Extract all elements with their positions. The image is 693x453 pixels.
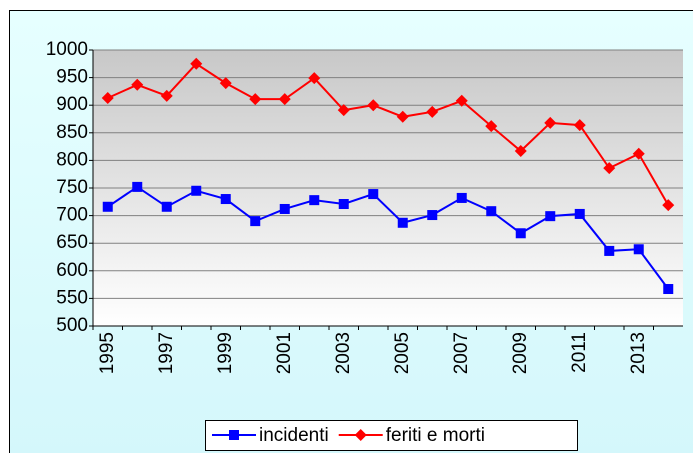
data-point xyxy=(161,201,172,212)
y-tick-label: 500 xyxy=(56,315,88,336)
data-point xyxy=(220,194,231,205)
data-point xyxy=(190,57,203,70)
x-tick-label: 1995 xyxy=(97,332,118,374)
x-tick-label: 2013 xyxy=(628,332,649,374)
x-tick-label: 2011 xyxy=(569,332,590,373)
data-point xyxy=(663,284,674,295)
data-point xyxy=(573,119,586,132)
data-point xyxy=(132,181,143,192)
x-tick-label: 2001 xyxy=(274,332,295,374)
legend-label: incidenti xyxy=(259,425,329,446)
data-point xyxy=(102,201,113,212)
x-tick-label: 1999 xyxy=(215,332,236,374)
data-point xyxy=(397,217,408,228)
data-point xyxy=(249,93,262,106)
data-point xyxy=(632,147,645,160)
data-point xyxy=(337,104,350,117)
x-tick-label: 2005 xyxy=(392,332,413,374)
data-point xyxy=(368,189,379,200)
data-point xyxy=(633,244,644,255)
y-tick-label: 600 xyxy=(56,260,88,281)
data-point xyxy=(456,192,467,203)
data-point xyxy=(338,199,349,210)
data-point xyxy=(309,195,320,206)
data-point xyxy=(396,110,409,123)
data-point xyxy=(486,206,497,217)
data-point xyxy=(250,216,261,227)
y-tick-label: 700 xyxy=(56,205,88,226)
y-tick-label: 750 xyxy=(56,177,88,198)
x-tick-label: 2007 xyxy=(451,332,472,374)
y-tick-label: 850 xyxy=(56,122,88,143)
data-point xyxy=(160,89,173,102)
legend xyxy=(205,420,578,451)
data-point xyxy=(131,78,144,91)
data-point xyxy=(662,199,675,212)
data-point xyxy=(279,203,290,214)
data-point xyxy=(367,99,380,112)
data-point xyxy=(603,162,616,175)
y-tick-label: 950 xyxy=(56,67,88,88)
data-point xyxy=(515,228,526,239)
data-point xyxy=(278,93,291,106)
legend-marker xyxy=(354,429,367,441)
y-tick-label: 650 xyxy=(56,232,88,253)
data-point xyxy=(219,77,232,90)
legend-label: feriti e morti xyxy=(386,425,485,446)
data-point xyxy=(544,116,557,129)
x-tick-label: 1997 xyxy=(156,332,177,374)
data-point xyxy=(191,185,202,196)
data-point xyxy=(485,120,498,133)
data-point xyxy=(455,94,468,107)
y-tick-label: 1000 xyxy=(46,39,88,60)
legend-marker xyxy=(229,430,239,440)
data-point xyxy=(514,145,527,158)
data-point xyxy=(426,105,439,118)
x-tick-label: 2003 xyxy=(333,332,354,374)
y-tick-label: 800 xyxy=(56,149,88,170)
data-point xyxy=(604,245,615,256)
data-point xyxy=(574,208,585,219)
data-point xyxy=(308,72,321,85)
data-point xyxy=(101,92,114,105)
y-tick-label: 550 xyxy=(56,287,88,308)
data-point xyxy=(427,210,438,221)
x-tick-label: 2009 xyxy=(510,332,531,374)
y-tick-label: 900 xyxy=(56,94,88,115)
data-point xyxy=(545,211,556,222)
